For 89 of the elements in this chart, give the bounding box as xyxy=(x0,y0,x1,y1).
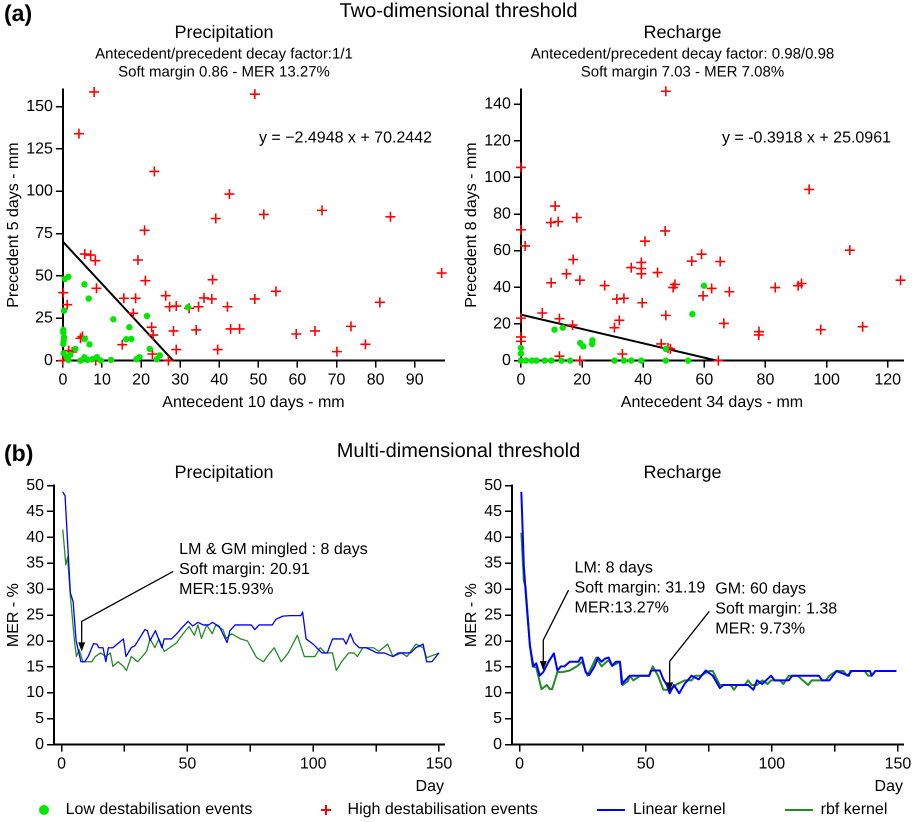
y-axis-title: MER - % xyxy=(463,583,480,648)
x-tick-label: 20 xyxy=(573,372,592,389)
x-tick-label: 150 xyxy=(426,756,452,773)
y-tick-label: 15 xyxy=(26,658,44,676)
text: Multi-dimensional threshold xyxy=(336,440,580,462)
x-tick-label: 100 xyxy=(300,756,327,773)
x-tick-label: 0 xyxy=(516,372,526,389)
x-tick-label: 120 xyxy=(874,372,902,389)
legend-label: rbf kernel xyxy=(820,801,888,819)
y-tick-label: 0 xyxy=(493,736,502,754)
y-tick-label: 35 xyxy=(484,554,502,572)
y-tick-label: 125 xyxy=(26,140,53,158)
x-tick-label: 10 xyxy=(93,372,111,389)
x-axis-title: Day xyxy=(874,778,903,795)
x-tick-label: 20 xyxy=(132,372,150,389)
annotation: GM: 60 days Soft margin: 1.38 MER: 9.73% xyxy=(715,580,838,638)
chart-title: Recharge xyxy=(643,22,722,42)
text: (b) xyxy=(4,440,34,467)
chart-subtitle: Antecedent/precedent decay factor:1/1 Soft margin 0.86 - MER 13.27% xyxy=(95,46,353,81)
y-tick-label: 45 xyxy=(484,502,502,520)
x-axis-title: Antecedent 10 days - mm xyxy=(162,394,345,411)
y-tick-label: 40 xyxy=(493,278,511,296)
y-tick-label: 40 xyxy=(484,528,502,546)
y-tick-label: 80 xyxy=(493,206,511,223)
y-tick-label: 15 xyxy=(484,658,502,676)
y-tick-label: 0 xyxy=(502,352,511,370)
y-tick-label: 120 xyxy=(484,132,511,150)
y-tick-label: 60 xyxy=(493,242,511,260)
x-tick-label: 60 xyxy=(288,372,306,389)
x-tick-label: 40 xyxy=(210,372,228,389)
y-tick-label: 100 xyxy=(484,168,511,186)
y-tick-label: 20 xyxy=(484,632,502,650)
text: (a) xyxy=(4,0,32,27)
y-tick-label: 0 xyxy=(35,736,44,754)
x-tick-label: 50 xyxy=(178,756,196,773)
y-axis-title: MER - % xyxy=(5,583,22,648)
y-tick-label: 20 xyxy=(26,632,44,650)
chart-title: Recharge xyxy=(643,462,722,482)
y-tick-label: 100 xyxy=(26,182,53,200)
x-tick-label: 30 xyxy=(171,372,190,389)
x-axis-title: Day xyxy=(416,778,444,795)
x-tick-label: 60 xyxy=(695,372,714,389)
y-tick-label: 150 xyxy=(26,98,53,115)
annotation: y = −2.4948 x + 70.2442 xyxy=(258,130,432,147)
x-tick-label: 0 xyxy=(515,756,524,773)
x-tick-label: 100 xyxy=(758,756,786,773)
x-tick-label: 70 xyxy=(328,372,346,389)
x-tick-label: 0 xyxy=(58,372,68,389)
y-tick-label: 50 xyxy=(484,477,502,494)
x-tick-label: 150 xyxy=(884,756,912,773)
y-tick-label: 45 xyxy=(26,502,44,520)
y-tick-label: 35 xyxy=(26,554,44,572)
y-axis-title: Precedent 8 days - mm xyxy=(463,142,480,308)
x-tick-label: 50 xyxy=(636,756,655,773)
annotation: LM & GM mingled : 8 days Soft margin: 20.91 MER:15.93% xyxy=(179,540,368,598)
chart-title: Precipitation xyxy=(174,462,274,482)
y-tick-label: 5 xyxy=(493,710,502,728)
text: Two-dimensional threshold xyxy=(340,0,578,22)
x-tick-label: 80 xyxy=(756,372,774,389)
y-tick-label: 50 xyxy=(26,477,44,494)
x-tick-label: 40 xyxy=(634,372,652,389)
legend-label: Linear kernel xyxy=(633,801,726,819)
y-tick-label: 40 xyxy=(26,528,44,546)
y-tick-label: 10 xyxy=(484,684,502,702)
x-tick-label: 80 xyxy=(366,372,385,389)
y-tick-label: 30 xyxy=(484,580,502,598)
y-tick-label: 5 xyxy=(35,710,44,728)
x-tick-label: 0 xyxy=(57,756,66,773)
y-tick-label: 75 xyxy=(35,224,53,242)
y-axis-title: Precedent 5 days - mm xyxy=(5,142,22,308)
y-tick-label: 25 xyxy=(484,606,502,624)
x-tick-label: 90 xyxy=(406,372,424,389)
legend-label: Low destabilisation events xyxy=(66,801,252,819)
chart-subtitle: Antecedent/precedent decay factor: 0.98/0.98 Soft margin 7.03 - MER 7.08% xyxy=(530,46,834,81)
annotation: y = -0.3918 x + 25.0961 xyxy=(722,130,892,147)
annotation: LM: 8 days Soft margin: 31.19 MER:13.27% xyxy=(574,559,706,616)
y-tick-label: 30 xyxy=(26,580,44,598)
legend-label: High destabilisation events xyxy=(348,801,538,819)
x-tick-label: 100 xyxy=(813,372,840,389)
y-tick-label: 25 xyxy=(26,606,44,624)
chart-title: Precipitation xyxy=(174,22,274,42)
y-tick-label: 20 xyxy=(493,315,511,332)
y-tick-label: 25 xyxy=(35,310,53,327)
x-tick-label: 50 xyxy=(249,372,268,389)
y-tick-label: 10 xyxy=(26,684,44,702)
x-axis-title: Antecedent 34 days - mm xyxy=(620,394,804,411)
y-tick-label: 140 xyxy=(484,96,511,113)
y-tick-label: 50 xyxy=(35,267,53,284)
y-tick-label: 0 xyxy=(44,352,53,370)
